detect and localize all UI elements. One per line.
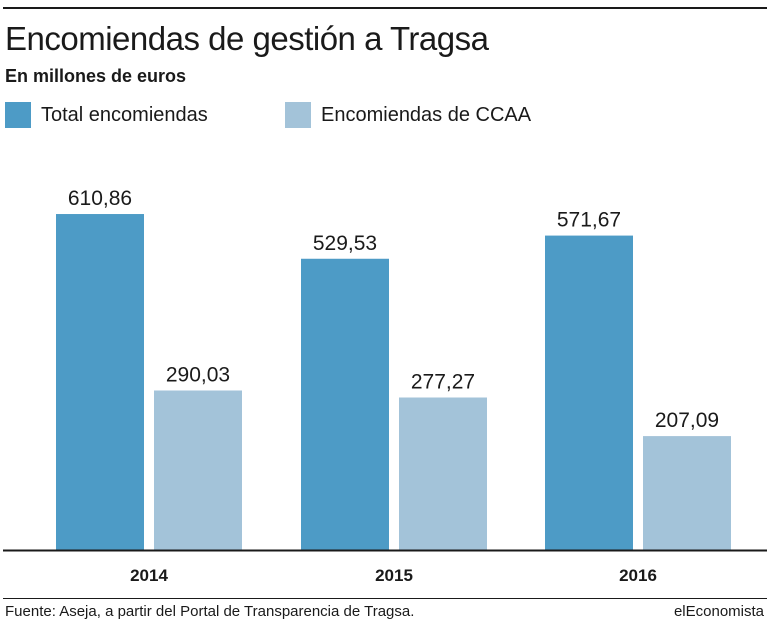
brand-logo-text: elEconomista	[673, 603, 764, 620]
data-label-total-2014: 610,86	[68, 187, 132, 210]
source-note: Fuente: Aseja, a partir del Portal de Tr…	[5, 603, 415, 620]
data-label-ccaa-2014: 290,03	[166, 363, 230, 386]
top-rule	[3, 7, 767, 9]
category-label-2015: 2015	[375, 566, 413, 585]
bar-ccaa-2016	[643, 436, 731, 550]
legend-swatch-total	[5, 102, 31, 128]
bottom-rule	[3, 598, 767, 599]
data-label-total-2015: 529,53	[313, 232, 377, 255]
legend-swatch-ccaa	[285, 102, 311, 128]
legend-item-total: Total encomiendas	[5, 101, 208, 129]
data-label-total-2016: 571,67	[557, 209, 621, 232]
bar-total-2015	[301, 258, 389, 550]
data-label-ccaa-2016: 207,09	[655, 409, 719, 432]
legend: Total encomiendas Encomiendas de CCAA	[5, 101, 705, 129]
chart-subtitle: En millones de euros	[5, 66, 187, 86]
bar-total-2014	[56, 214, 144, 550]
bar-ccaa-2015	[399, 397, 487, 550]
bar-chart: 610,86 290,03 2014 529,53 277,27 2015 571,67 20…	[3, 187, 767, 585]
bar-ccaa-2014	[154, 390, 242, 550]
data-label-ccaa-2015: 277,27	[411, 371, 475, 394]
chart-title: Encomiendas de gestión a Tragsa	[5, 20, 489, 57]
legend-label-ccaa: Encomiendas de CCAA	[321, 103, 532, 126]
bar-total-2016	[545, 235, 633, 551]
legend-item-ccaa: Encomiendas de CCAA	[285, 101, 531, 129]
category-label-2016: 2016	[619, 566, 657, 585]
legend-label-total: Total encomiendas	[41, 103, 208, 126]
category-label-2014: 2014	[130, 566, 168, 585]
